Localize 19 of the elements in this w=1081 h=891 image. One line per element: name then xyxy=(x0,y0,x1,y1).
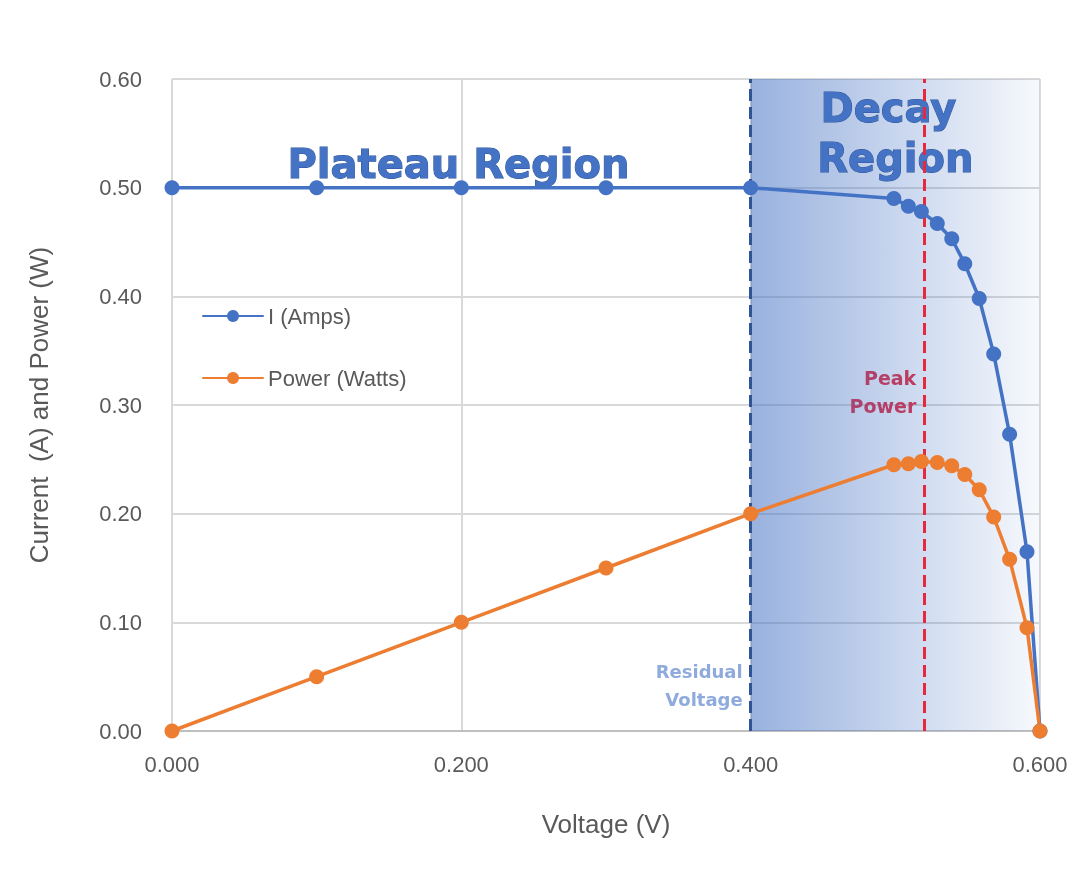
y-tick-label: 0.50 xyxy=(99,175,142,201)
x-tick-label: 0.400 xyxy=(723,751,779,777)
band-label: Decay Region xyxy=(817,85,974,181)
annotation: Plateau Region xyxy=(287,140,630,187)
x-tick-label: 0.600 xyxy=(1012,751,1068,777)
y-tick-label: 0.60 xyxy=(99,66,142,92)
y-axis-title: Current (A) and Power (W) xyxy=(24,246,54,564)
legend-label: Power (Watts) xyxy=(268,365,407,391)
x-tick-label: 0.000 xyxy=(144,751,200,777)
y-tick-label: 0.00 xyxy=(99,718,142,744)
ref-line-label: Residual Voltage xyxy=(655,660,743,710)
x-tick-label: 0.200 xyxy=(433,751,489,777)
x-axis-title: Voltage (V) xyxy=(541,809,671,839)
y-tick-label: 0.10 xyxy=(99,609,142,635)
y-tick-label: 0.30 xyxy=(99,392,142,418)
y-tick-label: 0.40 xyxy=(99,283,142,309)
ref-line-label: Peak Power xyxy=(849,366,917,417)
y-tick-label: 0.20 xyxy=(99,501,142,527)
legend-label: I (Amps) xyxy=(268,303,352,329)
